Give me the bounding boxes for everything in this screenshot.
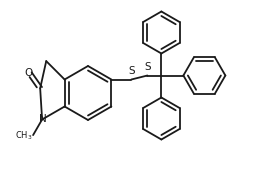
- Text: N: N: [39, 115, 47, 125]
- Text: CH$_3$: CH$_3$: [15, 130, 32, 142]
- Text: S: S: [128, 66, 135, 76]
- Text: O: O: [25, 68, 33, 78]
- Text: S: S: [144, 62, 151, 72]
